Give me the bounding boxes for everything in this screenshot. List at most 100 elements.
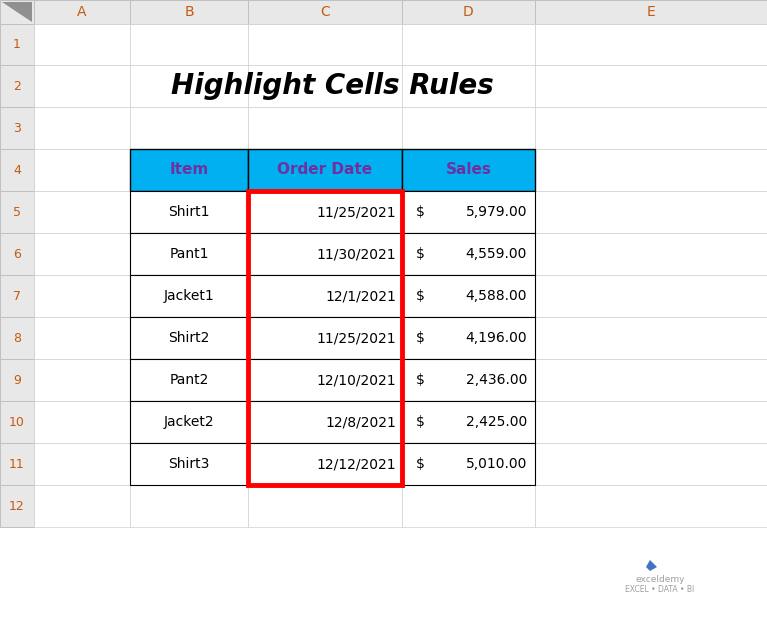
Bar: [0, 0, 34, 24]
Bar: [0, 401, 34, 443]
Bar: [248, 359, 402, 401]
Text: 12/1/2021: 12/1/2021: [325, 289, 396, 303]
Bar: [402, 485, 535, 527]
Bar: [0, 485, 34, 527]
Text: 2: 2: [13, 79, 21, 92]
Text: 6: 6: [13, 248, 21, 261]
Text: 3: 3: [13, 121, 21, 134]
Text: 4,588.00: 4,588.00: [466, 289, 527, 303]
Text: 11/30/2021: 11/30/2021: [316, 247, 396, 261]
Bar: [535, 317, 767, 359]
Text: Shirt1: Shirt1: [168, 205, 209, 219]
Polygon shape: [646, 560, 657, 571]
Bar: [248, 233, 402, 275]
Bar: [130, 233, 248, 275]
Text: C: C: [320, 5, 330, 19]
Bar: [402, 65, 535, 107]
Text: Highlight Cells Rules: Highlight Cells Rules: [171, 72, 494, 100]
Text: $: $: [416, 457, 424, 471]
Bar: [34, 401, 130, 443]
Bar: [402, 107, 535, 149]
Bar: [402, 317, 535, 359]
Bar: [0, 149, 34, 191]
Text: Jacket1: Jacket1: [163, 289, 214, 303]
Bar: [248, 107, 402, 149]
Bar: [34, 149, 130, 191]
Text: 12/12/2021: 12/12/2021: [316, 457, 396, 471]
Text: 11/25/2021: 11/25/2021: [316, 331, 396, 345]
Bar: [248, 149, 402, 191]
Bar: [130, 401, 248, 443]
Bar: [535, 443, 767, 485]
Bar: [130, 275, 248, 317]
Bar: [130, 24, 248, 65]
Bar: [130, 65, 248, 107]
Text: E: E: [647, 5, 655, 19]
Bar: [402, 275, 535, 317]
Text: A: A: [77, 5, 87, 19]
Text: 2,436.00: 2,436.00: [466, 373, 527, 387]
Text: EXCEL • DATA • BI: EXCEL • DATA • BI: [625, 586, 695, 594]
Bar: [535, 149, 767, 191]
Text: 5,010.00: 5,010.00: [466, 457, 527, 471]
Bar: [0, 359, 34, 401]
Bar: [130, 107, 248, 149]
Bar: [0, 191, 34, 233]
Bar: [0, 65, 34, 107]
Text: $: $: [416, 247, 424, 261]
Bar: [130, 233, 248, 275]
Text: 11/25/2021: 11/25/2021: [316, 205, 396, 219]
Bar: [0, 233, 34, 275]
Bar: [402, 0, 535, 24]
Bar: [34, 0, 130, 24]
Bar: [130, 485, 248, 527]
Text: 12/8/2021: 12/8/2021: [325, 415, 396, 429]
Bar: [34, 65, 130, 107]
Bar: [402, 443, 535, 485]
Bar: [248, 401, 402, 443]
Text: 10: 10: [9, 415, 25, 428]
Bar: [535, 107, 767, 149]
Text: 4,559.00: 4,559.00: [466, 247, 527, 261]
Text: $: $: [416, 331, 424, 345]
Text: 8: 8: [13, 332, 21, 345]
Bar: [402, 149, 535, 191]
Bar: [402, 24, 535, 65]
Bar: [34, 107, 130, 149]
Bar: [248, 359, 402, 401]
Bar: [535, 401, 767, 443]
Bar: [34, 359, 130, 401]
Bar: [402, 359, 535, 401]
Bar: [535, 24, 767, 65]
Text: 12/10/2021: 12/10/2021: [316, 373, 396, 387]
Bar: [402, 233, 535, 275]
Text: $: $: [416, 415, 424, 429]
Text: 2,425.00: 2,425.00: [466, 415, 527, 429]
Bar: [248, 0, 402, 24]
Text: 9: 9: [13, 373, 21, 386]
Bar: [402, 275, 535, 317]
Bar: [130, 359, 248, 401]
Text: 4,196.00: 4,196.00: [466, 331, 527, 345]
Bar: [130, 317, 248, 359]
Text: $: $: [416, 205, 424, 219]
Bar: [0, 275, 34, 317]
Bar: [535, 65, 767, 107]
Bar: [402, 401, 535, 443]
Bar: [248, 443, 402, 485]
Text: Shirt3: Shirt3: [168, 457, 209, 471]
Text: Pant2: Pant2: [170, 373, 209, 387]
Text: 5: 5: [13, 206, 21, 219]
Bar: [535, 485, 767, 527]
Bar: [248, 317, 402, 359]
Text: D: D: [463, 5, 474, 19]
Text: 4: 4: [13, 163, 21, 176]
Bar: [248, 149, 402, 191]
Bar: [535, 0, 767, 24]
Text: $: $: [416, 289, 424, 303]
Bar: [0, 24, 34, 65]
Bar: [130, 359, 248, 401]
Text: 12: 12: [9, 500, 25, 513]
Bar: [248, 317, 402, 359]
Bar: [0, 317, 34, 359]
